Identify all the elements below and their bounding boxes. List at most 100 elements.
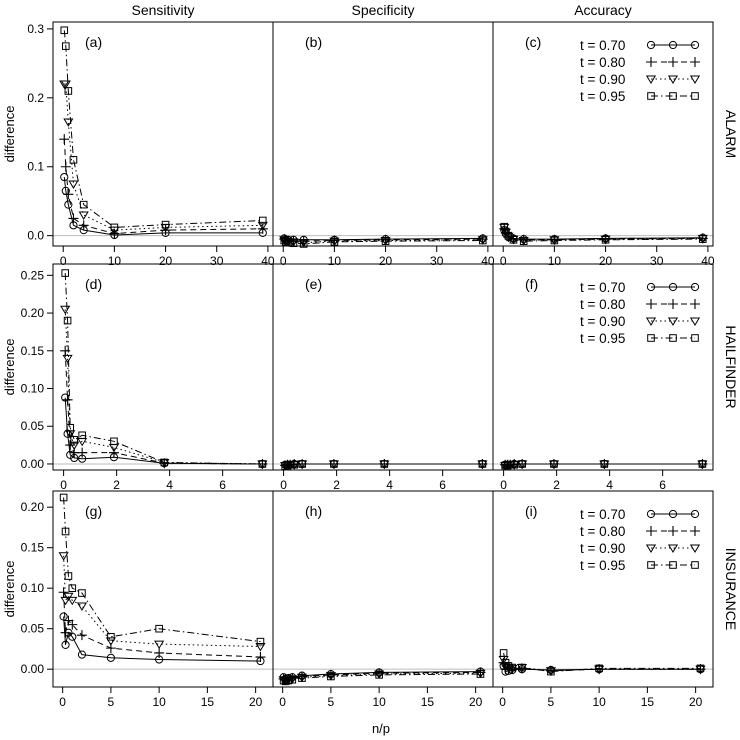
data-point <box>61 42 70 50</box>
data-point <box>58 587 69 598</box>
series-line-0.90 <box>283 239 483 244</box>
data-point <box>108 447 119 458</box>
legend-marker <box>690 282 700 292</box>
data-point <box>60 161 71 172</box>
data-point <box>696 664 705 673</box>
panel-label: (a) <box>85 34 102 50</box>
data-point <box>76 602 88 611</box>
data-point <box>161 220 170 229</box>
data-point <box>550 236 559 245</box>
x-tick-label: 30 <box>430 254 444 268</box>
panel-g: (g) 0 5 10 15 20 <box>52 490 274 709</box>
data-point <box>327 672 335 681</box>
data-point <box>518 663 526 672</box>
data-point <box>380 460 389 468</box>
y-axis-title: difference <box>2 561 17 618</box>
y-tick-label: 0.00 <box>21 457 45 471</box>
data-point <box>290 460 299 469</box>
data-point <box>64 200 73 209</box>
legend-marker <box>667 75 679 84</box>
legend-marker <box>669 561 677 569</box>
y-tick-label: 0.1 <box>27 160 44 174</box>
legend-label: t = 0.70 <box>580 38 625 53</box>
legend-marker <box>690 299 700 309</box>
data-point <box>600 460 609 468</box>
data-point <box>77 447 88 458</box>
x-tick-label: 2 <box>553 478 560 492</box>
series-line-0.95 <box>63 497 261 643</box>
panel-label: (g) <box>85 503 102 519</box>
x-tick-label: 10 <box>152 695 166 709</box>
legend-label: t = 0.70 <box>580 280 625 295</box>
legend-marker <box>690 526 700 536</box>
data-point <box>155 624 163 633</box>
legend-marker <box>668 299 678 309</box>
legend-marker <box>691 334 699 342</box>
legend-marker <box>689 317 701 326</box>
data-point <box>288 675 297 684</box>
data-point <box>61 640 70 649</box>
data-point <box>60 627 71 638</box>
x-tick-label: 0 <box>500 254 507 268</box>
column-title-accuracy: Accuracy <box>574 2 632 18</box>
data-point <box>154 640 165 650</box>
series-line-0.80 <box>64 350 263 465</box>
panels-layer: Sensitivity Specificity Accuracy ALARM diffe… <box>2 2 739 709</box>
legend-marker <box>645 544 657 553</box>
data-point <box>58 552 69 561</box>
legend-marker <box>690 509 700 519</box>
data-point <box>69 441 80 451</box>
x-tick-label: 0 <box>60 254 67 268</box>
row-hailfinder: HAILFINDER difference 0.00 0.05 0.10 0.15 0.20… <box>2 263 739 492</box>
legend-label: t = 0.90 <box>580 314 625 329</box>
legend-marker <box>647 92 655 100</box>
x-tick-label: 15 <box>641 695 655 709</box>
y-tick-label: 0.3 <box>27 22 44 36</box>
data-point <box>601 235 610 244</box>
data-point <box>280 236 289 245</box>
legend: t = 0.70 t = 0.80 t = 0.90 t = 0.95 <box>580 507 701 573</box>
data-point <box>60 305 71 315</box>
data-point <box>78 431 86 440</box>
series-line-0.95 <box>63 30 263 228</box>
data-point <box>59 134 70 145</box>
row-insurance: INSURANCE difference 0.00 0.05 0.10 0.15 0.20 (… <box>2 490 739 709</box>
y-tick-label: 0.15 <box>21 541 45 555</box>
data-point <box>298 239 309 248</box>
data-point <box>63 316 72 325</box>
data-point <box>330 460 338 468</box>
data-point <box>61 527 70 536</box>
x-tick-label: 10 <box>372 695 386 709</box>
data-point <box>106 653 115 662</box>
data-point <box>258 460 267 468</box>
data-point <box>255 652 266 663</box>
panel-label: (f) <box>525 276 538 292</box>
x-tick-label: 0 <box>280 254 287 268</box>
legend-marker <box>667 317 679 326</box>
x-tick-label: 0 <box>499 695 506 709</box>
data-point <box>68 632 77 641</box>
data-point <box>500 222 509 231</box>
x-tick-label: 10 <box>548 254 562 268</box>
data-point <box>160 225 171 236</box>
legend-marker <box>645 317 657 326</box>
panel-frame <box>492 21 714 247</box>
data-point <box>695 665 706 675</box>
x-tick-label: 0 <box>279 695 286 709</box>
series-line-0.90 <box>283 672 481 682</box>
x-tick-label: 4 <box>386 478 393 492</box>
x-tick-label: 2 <box>333 478 340 492</box>
legend-label: t = 0.80 <box>580 55 625 70</box>
legend-marker <box>669 334 677 342</box>
data-point <box>478 460 487 468</box>
data-point <box>508 663 517 672</box>
panel-frame <box>492 490 714 688</box>
data-point <box>66 423 75 432</box>
legend-marker <box>646 299 656 309</box>
y-tick-label: 0.25 <box>21 268 45 282</box>
legend-label: t = 0.95 <box>580 558 625 573</box>
data-point <box>281 238 290 246</box>
data-point <box>518 460 526 468</box>
data-point <box>78 211 89 220</box>
